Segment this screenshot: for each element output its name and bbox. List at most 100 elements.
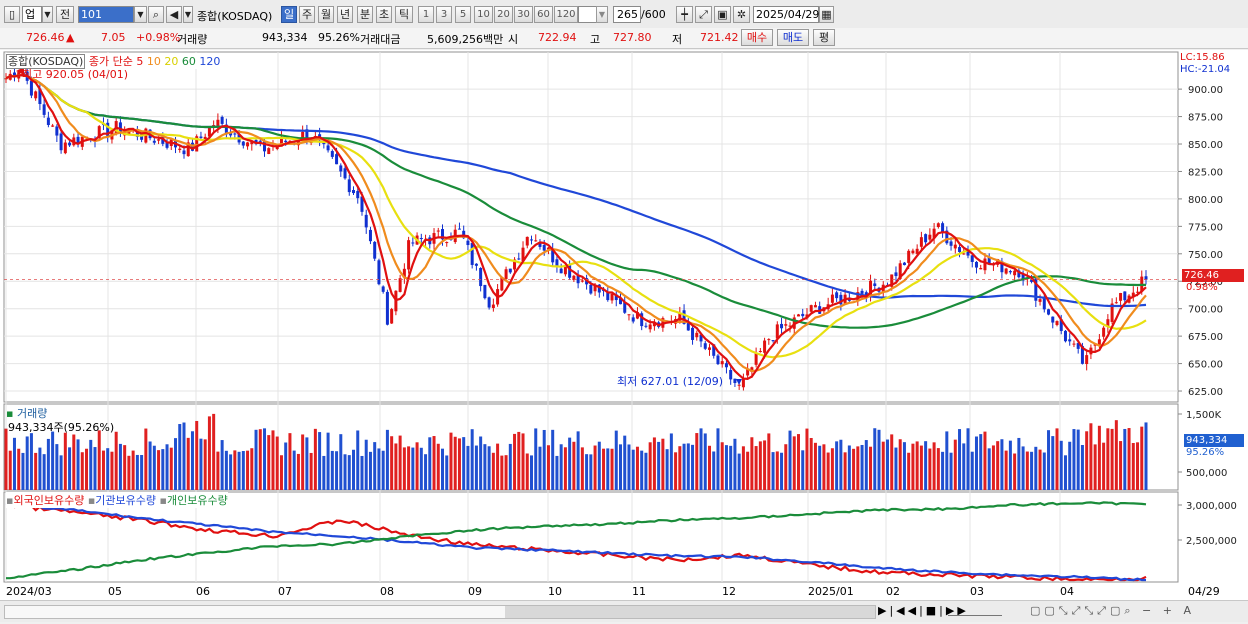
period-day-button[interactable]: 일 [281, 6, 297, 23]
candle-body [1106, 319, 1110, 327]
candle-body [919, 237, 923, 247]
count-input[interactable]: 265 [613, 6, 641, 23]
interval-5-button[interactable]: 5 [455, 6, 471, 23]
speaker-dropdown-icon[interactable]: ▼ [183, 6, 193, 23]
volume-bar [190, 431, 194, 490]
scroll-thumb[interactable] [505, 606, 875, 618]
volume-bar [419, 447, 423, 490]
interval-20-button[interactable]: 20 [494, 6, 513, 23]
x-axis-label: 05 [108, 585, 122, 598]
candle-body [551, 249, 555, 263]
eval-button[interactable]: 평 [813, 29, 835, 46]
interval-10-button[interactable]: 10 [474, 6, 493, 23]
interval-3-button[interactable]: 3 [436, 6, 452, 23]
volume-bar [953, 439, 957, 490]
volume-bar [703, 433, 707, 490]
candle-body [703, 343, 707, 349]
volume-bar [1085, 431, 1089, 490]
volume-bar [1047, 430, 1051, 490]
interval-1-button[interactable]: 1 [418, 6, 434, 23]
buy-button[interactable]: 매수 [741, 29, 773, 46]
candle-body [936, 223, 940, 228]
candle-body [68, 142, 72, 146]
candle-body [915, 248, 919, 254]
legend-index-name[interactable]: 종합(KOSDAQ) [6, 54, 86, 69]
chart-svg[interactable]: 900.00 875.00 850.00 825.00 800.00 775.00 750.… [0, 50, 1248, 621]
period-year-button[interactable]: 년 [337, 6, 353, 23]
speaker-icon[interactable]: ◀ [166, 6, 182, 23]
institution-holdings-line [5, 503, 1146, 582]
interval-60-button[interactable]: 60 [534, 6, 553, 23]
volume-bar [135, 454, 139, 490]
volume-bar [784, 444, 788, 490]
volume-bar [474, 445, 478, 490]
candle-body [517, 258, 521, 260]
layout-icon[interactable]: ▯ [4, 6, 20, 23]
volume-bar [830, 448, 834, 490]
candle-body [974, 261, 978, 268]
x-axis-label: 10 [548, 585, 562, 598]
max-price-label: 최고 920.05 (04/01) [22, 68, 129, 81]
candle-body [928, 234, 932, 240]
sell-button[interactable]: 매도 [777, 29, 809, 46]
volume-bar [674, 452, 678, 490]
period-month-button[interactable]: 월 [318, 6, 334, 23]
period-tick-button[interactable]: 틱 [395, 6, 413, 23]
volume-bar [195, 420, 199, 490]
candle-body [479, 268, 483, 287]
volume-bar [801, 450, 805, 490]
interval-30-button[interactable]: 30 [514, 6, 533, 23]
calendar-icon[interactable]: ▦ [819, 6, 834, 23]
volume-bar [644, 452, 648, 490]
volume-bar [623, 435, 627, 490]
interval-dropdown-icon[interactable]: ▼ [596, 6, 608, 23]
volume-bar [335, 451, 339, 490]
volume-bar [12, 437, 16, 490]
interval-120-button[interactable]: 120 [554, 6, 578, 23]
market-select[interactable]: 업 [22, 6, 42, 23]
candle-body [1080, 346, 1084, 364]
market-dropdown-icon[interactable]: ▼ [42, 6, 53, 23]
volume-bar [254, 429, 258, 490]
price-y-tick: 625.00 [1188, 387, 1223, 398]
interval-custom-input[interactable] [578, 6, 598, 23]
x-axis-label: 2025/01 [808, 585, 854, 598]
period-second-button[interactable]: 초 [376, 6, 392, 23]
legend-ma20: 20 [164, 55, 179, 68]
code-input[interactable]: 101 [78, 6, 134, 23]
draw-tool-icon[interactable]: ⤢ [695, 6, 712, 23]
volume-bar [1042, 452, 1046, 490]
volume-bar [919, 445, 923, 490]
chart-area[interactable]: 900.00 875.00 850.00 825.00 800.00 775.00 750.… [0, 50, 1248, 622]
ma60-line [5, 73, 1146, 329]
high-value: 727.80 [613, 31, 652, 44]
prev-button[interactable]: 전 [56, 6, 74, 23]
tool-icons[interactable]: ▢▢⤡⤢⤡⤢▢⌕ − + A [1030, 604, 1195, 617]
candle-body [686, 322, 690, 331]
foreign-holdings-line [6, 504, 1147, 582]
period-week-button[interactable]: 주 [299, 6, 315, 23]
holdings-y-tick: 3,000,000 [1186, 501, 1237, 512]
volume-bar [928, 448, 932, 490]
gear-icon[interactable]: ✲ [733, 6, 750, 23]
candle-type-icon[interactable]: ┿ [676, 6, 693, 23]
candle-body [500, 277, 504, 291]
date-input[interactable]: 2025/04/29 [753, 6, 819, 23]
code-dropdown-icon[interactable]: ▼ [134, 6, 147, 23]
candle-body [648, 324, 652, 330]
zoom-slider[interactable] [948, 605, 1002, 616]
candle-body [911, 250, 915, 254]
volume-bar [852, 448, 856, 490]
candle-body [504, 269, 508, 280]
period-minute-button[interactable]: 분 [357, 6, 373, 23]
candle-body [983, 258, 987, 271]
candle-body [716, 355, 720, 365]
candle-body [1102, 327, 1106, 337]
nav-buttons[interactable]: ▶|◀◀|■|▶▶ [878, 604, 969, 617]
price-pane [3, 51, 1179, 403]
scroll-track[interactable] [4, 605, 876, 619]
search-icon[interactable]: ⌕ [148, 6, 164, 23]
min-price-label: 최저 627.01 (12/09) [617, 375, 724, 388]
volume-bar [237, 451, 241, 490]
save-icon[interactable]: ▣ [714, 6, 731, 23]
